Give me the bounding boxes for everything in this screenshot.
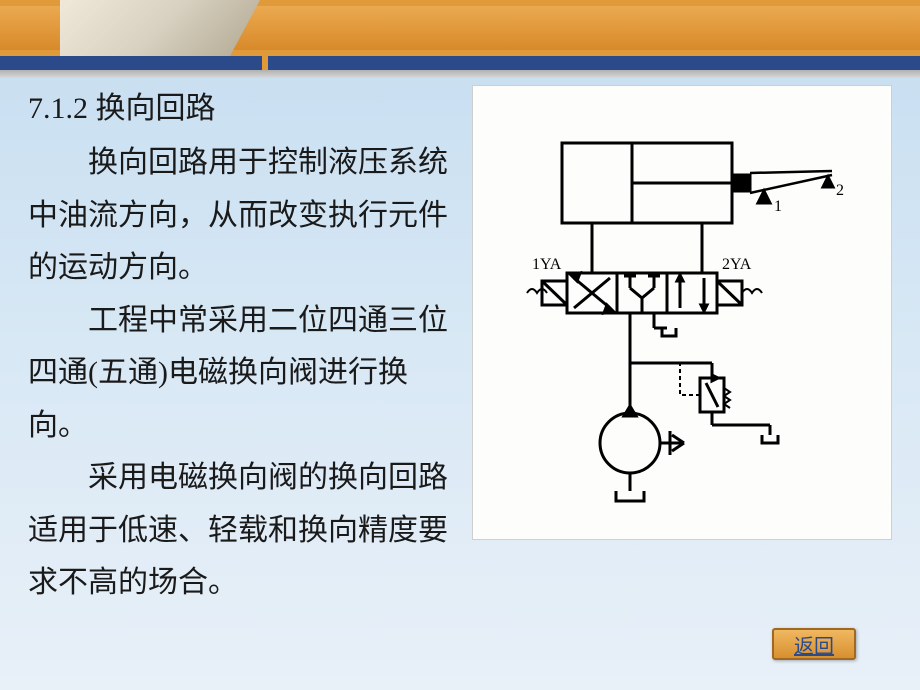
section-heading: 7.1.2 换向回路 — [28, 80, 448, 137]
top-banner — [0, 0, 920, 56]
cam1-label: 1 — [774, 198, 782, 215]
content-area: 7.1.2 换向回路 换向回路用于控制液压系统中油流方向，从而改变执行元件的运动… — [28, 80, 892, 670]
diagram-svg: 1 2 — [512, 113, 852, 513]
gray-stripe — [0, 70, 920, 78]
banner-photo — [60, 0, 260, 56]
paragraph-3: 采用电磁换向阀的换向回路适用于低速、轻载和换向精度要求不高的场合。 — [28, 452, 448, 610]
return-button[interactable]: 返回 — [772, 628, 856, 660]
return-label: 返回 — [794, 630, 834, 659]
cam2-label: 2 — [836, 182, 844, 199]
paragraph-1: 换向回路用于控制液压系统中油流方向，从而改变执行元件的运动方向。 — [28, 137, 448, 295]
paragraph-2: 工程中常采用二位四通三位四通(五通)电磁换向阀进行换向。 — [28, 295, 448, 453]
solenoid-right-label: 2YA — [722, 256, 752, 273]
hydraulic-diagram: 1 2 — [472, 85, 892, 540]
solenoid-left-label: 1YA — [532, 256, 562, 273]
text-block: 7.1.2 换向回路 换向回路用于控制液压系统中油流方向，从而改变执行元件的运动… — [28, 80, 448, 610]
blue-stripe — [0, 56, 920, 70]
